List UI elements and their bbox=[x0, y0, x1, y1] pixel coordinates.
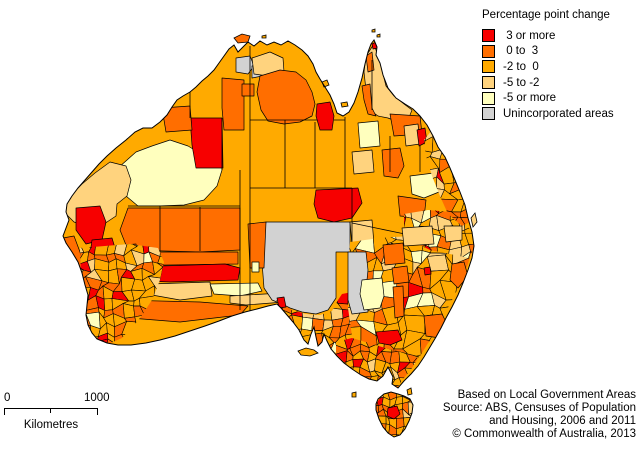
source-note-line: Based on Local Government Areas bbox=[457, 389, 636, 401]
lga-patch-red bbox=[375, 329, 403, 346]
source-note-line: and Housing, 2006 and 2011 bbox=[489, 415, 636, 427]
lga-patch-orange bbox=[161, 105, 193, 133]
source-note-line: Source: ABS, Censuses of Population bbox=[442, 402, 636, 414]
legend-label: Unincorporated areas bbox=[503, 107, 614, 120]
scale-bar-labels: 0 1000 bbox=[4, 392, 114, 405]
legend-swatch-orange bbox=[482, 44, 495, 58]
scale-end-label: 1000 bbox=[84, 392, 110, 404]
lga-regions bbox=[63, 41, 474, 437]
legend-swatch-cream bbox=[482, 91, 495, 105]
island bbox=[297, 347, 319, 357]
lga-patch-grey bbox=[261, 221, 351, 315]
mainland-outline bbox=[62, 39, 475, 389]
lga-patch-cream bbox=[251, 261, 260, 273]
legend-item-4: -5 or more bbox=[482, 90, 614, 106]
lga-patch-cream bbox=[359, 277, 385, 311]
legend-item-1: 0 to 3 bbox=[482, 44, 614, 60]
source-note-line: © Commonwealth of Australia, 2013 bbox=[452, 428, 636, 440]
scale-tick-middle bbox=[50, 409, 51, 413]
lga-patch-orange bbox=[247, 221, 267, 269]
lga-patch-red bbox=[315, 101, 335, 131]
scale-unit-label: Kilometres bbox=[23, 419, 79, 431]
island bbox=[470, 212, 478, 228]
island bbox=[371, 28, 376, 33]
lga-patch-red bbox=[276, 296, 287, 309]
lga-patch-orange bbox=[392, 285, 405, 319]
lga-patch-red bbox=[423, 266, 432, 276]
lga-patch-orange bbox=[381, 147, 405, 179]
legend-item-5: Unincorporated areas bbox=[482, 106, 614, 122]
lga-patch-pale bbox=[443, 225, 463, 243]
island bbox=[261, 34, 267, 39]
lga-patch-pale bbox=[401, 225, 435, 247]
lga-patch-orange bbox=[256, 69, 316, 125]
scale-tick-left bbox=[4, 409, 5, 415]
legend-label: -5 to -2 bbox=[503, 76, 540, 89]
legend-swatch-grey bbox=[482, 107, 495, 121]
legend-swatch-amber bbox=[482, 60, 495, 74]
legend-item-3: -5 to -2 bbox=[482, 75, 614, 91]
legend-label: -2 to 0 bbox=[503, 60, 539, 73]
source-note: Based on Local Government Areas Source: A… bbox=[443, 389, 636, 441]
scale-bar: 0 1000 Kilometres bbox=[4, 392, 114, 431]
legend-item-0: 3 or more bbox=[482, 28, 614, 44]
legend-title: Percentage point change bbox=[482, 9, 610, 21]
scale-tick-right bbox=[97, 409, 98, 415]
lga-mesh bbox=[376, 391, 413, 437]
legend-items: 3 or more 0 to 3 -2 to 0 -5 to -2 -5 or mor… bbox=[482, 28, 614, 122]
legend-label: -5 or more bbox=[503, 92, 557, 105]
lga-patch-orange bbox=[221, 77, 245, 131]
legend-label: 0 to 3 bbox=[503, 45, 539, 58]
scale-bar-line bbox=[4, 408, 98, 415]
lga-patch-cream bbox=[357, 120, 381, 149]
legend-swatch-red bbox=[482, 29, 495, 43]
tasmania-outline bbox=[375, 391, 414, 438]
legend-label: 3 or more bbox=[503, 29, 556, 42]
legend: Percentage point change 3 or more 0 to 3… bbox=[482, 9, 614, 122]
island bbox=[351, 391, 357, 398]
lga-patch-pale bbox=[351, 149, 375, 175]
legend-item-2: -2 to 0 bbox=[482, 59, 614, 75]
island bbox=[376, 33, 381, 38]
lga-patch-orange bbox=[361, 83, 377, 117]
lga-patch-orange bbox=[382, 242, 406, 266]
lga-patch-red bbox=[189, 117, 224, 169]
lga-patch-red bbox=[313, 187, 363, 223]
island bbox=[233, 33, 251, 44]
lga-patch-orange bbox=[241, 83, 255, 97]
lga-patch-red bbox=[386, 405, 401, 420]
scale-start-label: 0 bbox=[4, 392, 11, 404]
lga-patch-orange bbox=[391, 265, 410, 285]
island bbox=[340, 101, 349, 108]
lga-patch-grey bbox=[235, 55, 255, 75]
legend-swatch-pale bbox=[482, 76, 495, 90]
island bbox=[406, 387, 413, 396]
